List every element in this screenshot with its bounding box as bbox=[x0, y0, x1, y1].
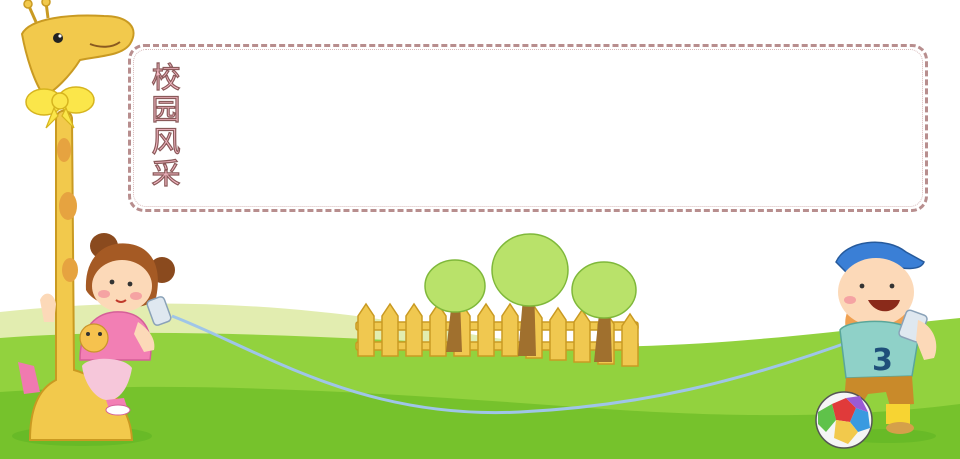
tin-can-phone-icon bbox=[171, 314, 861, 415]
soccer-ball-icon bbox=[815, 391, 873, 449]
tree-icon bbox=[424, 259, 486, 352]
tree-icon bbox=[571, 261, 637, 362]
girl-icon bbox=[40, 233, 175, 416]
svg-text:3: 3 bbox=[872, 343, 893, 378]
title-frame bbox=[128, 44, 928, 212]
boy-icon: 3 bbox=[835, 241, 937, 443]
grass-hills bbox=[0, 303, 960, 459]
page-title: 校园风采 bbox=[146, 61, 181, 190]
tree-icon bbox=[491, 233, 569, 356]
